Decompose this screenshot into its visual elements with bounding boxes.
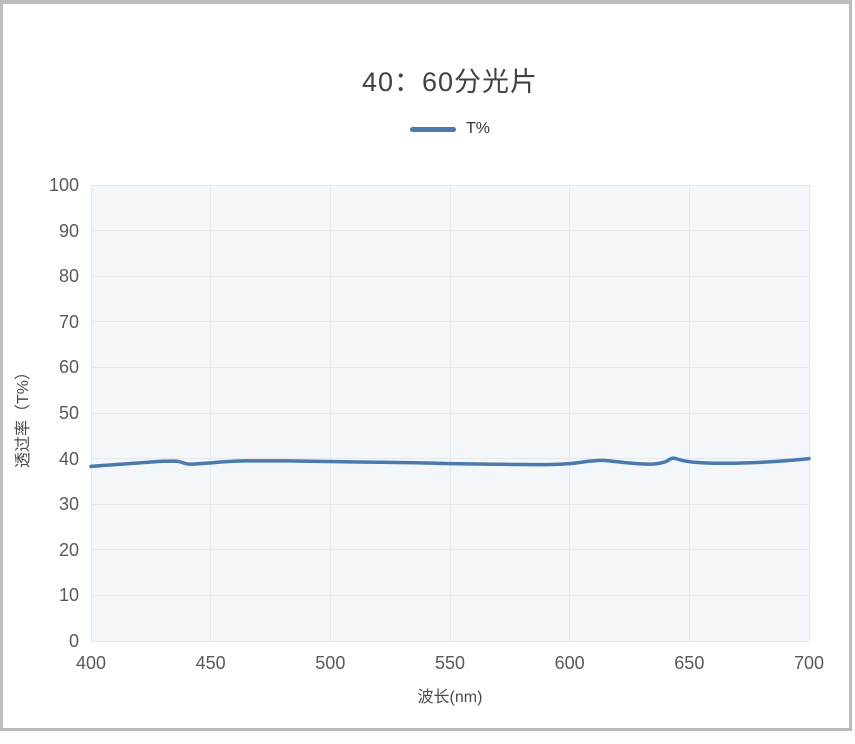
y-tick-label: 20 [58,539,79,560]
legend: T% [91,116,809,142]
x-tick-label: 500 [315,653,346,673]
y-tick-label: 50 [58,403,79,423]
chart-title: 40：60分光片 [361,67,539,97]
y-tick-label: 60 [58,357,79,378]
x-tick-label: 550 [434,653,466,673]
gridline-vertical [569,185,571,641]
gridline-vertical [210,185,212,641]
chart-card: 40：60分光片 T% 0 10 20 30 40 50 60 70 80 90 100 400 45… [0,0,852,731]
legend-line-icon [410,126,456,132]
x-tick-label: 700 [793,653,825,673]
x-tick-label: 450 [195,653,226,673]
series-svg [89,456,811,469]
y-tick-label: 70 [58,311,79,332]
series-line-t-percent [89,456,811,469]
plot-area [89,184,811,642]
x-axis-title: 波长(nm) [417,689,483,706]
y-tick-label: 40 [58,448,79,469]
legend-item-t-percent[interactable]: T% [410,120,490,138]
y-axis-title: 透过率（T%） [15,363,32,469]
y-tick-label: 100 [48,175,79,195]
y-tick-label: 10 [58,585,79,606]
gridline-vertical [449,185,451,641]
y-tick-label: 30 [58,494,79,515]
gridline-vertical [90,185,92,641]
x-tick-label: 650 [674,653,705,673]
gridline-horizontal [91,640,809,642]
y-tick-label: 0 [68,631,79,651]
x-tick-label: 400 [75,653,107,673]
x-tick-label: 600 [554,653,585,673]
gridline-vertical [808,185,810,641]
y-tick-label: 90 [58,220,79,241]
legend-label: T% [466,120,490,137]
gridline-vertical [329,185,331,641]
y-tick-label: 80 [58,266,79,287]
gridline-vertical [688,185,690,641]
